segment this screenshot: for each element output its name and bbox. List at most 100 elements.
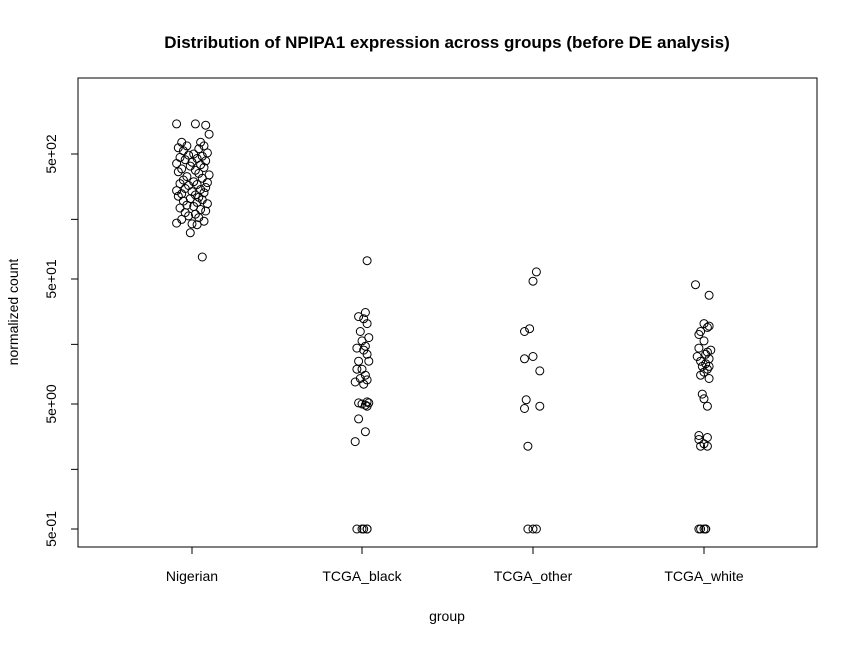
data-point-nigerian (202, 199, 212, 209)
data-point-tcga-black (364, 356, 374, 366)
y-tick-label: 5e+01 (43, 259, 59, 299)
data-point-nigerian (184, 211, 194, 221)
data-point-tcga-other (520, 354, 529, 364)
data-point-tcga-black (354, 414, 364, 424)
data-point-nigerian (187, 187, 197, 197)
data-point-tcga-black (360, 427, 370, 437)
data-point-tcga-white (697, 361, 707, 371)
x-axis-label: group (429, 608, 465, 624)
data-point-nigerian (172, 159, 182, 168)
x-tick-label: TCGA_white (664, 568, 744, 584)
data-point-tcga-other (520, 404, 529, 413)
data-point-nigerian (201, 120, 211, 130)
data-point-nigerian (172, 186, 182, 196)
y-axis-label: normalized count (5, 259, 21, 366)
data-point-nigerian (175, 152, 185, 162)
data-point-nigerian (173, 167, 183, 177)
data-point-tcga-other (528, 276, 538, 286)
data-point-nigerian (199, 141, 209, 151)
data-point-tcga-black (362, 524, 372, 534)
data-point-nigerian (194, 144, 204, 154)
data-point-nigerian (201, 206, 211, 216)
data-point-nigerian (187, 157, 197, 167)
data-point-nigerian (190, 165, 200, 175)
data-point-tcga-white (704, 361, 714, 371)
x-tick-label: Nigerian (166, 568, 218, 584)
plot-frame (77, 77, 818, 548)
data-point-tcga-white (696, 524, 706, 534)
data-point-nigerian (190, 209, 200, 219)
data-point-nigerian (172, 218, 182, 228)
data-point-nigerian (197, 252, 207, 262)
data-point-tcga-white (699, 367, 709, 377)
data-point-tcga-black (357, 524, 367, 534)
data-point-nigerian (197, 151, 207, 161)
data-point-nigerian (192, 220, 202, 230)
data-point-tcga-other (523, 441, 533, 451)
data-point-tcga-white (696, 370, 706, 380)
y-tick-label: 5e+00 (43, 384, 59, 424)
y-tick-label: 5e+02 (43, 134, 59, 174)
data-point-nigerian (202, 178, 212, 188)
data-point-tcga-black (352, 343, 362, 353)
data-point-tcga-black (355, 327, 365, 336)
data-point-nigerian (189, 149, 199, 159)
data-point-tcga-black (360, 308, 370, 317)
data-point-tcga-other (528, 524, 538, 534)
data-point-tcga-other (520, 327, 529, 336)
data-point-tcga-black (350, 377, 360, 387)
data-point-tcga-black (352, 524, 362, 534)
data-point-nigerian (173, 143, 183, 153)
data-point-tcga-white (701, 349, 711, 359)
data-point-tcga-black (362, 349, 372, 359)
data-point-nigerian (197, 173, 207, 183)
data-point-nigerian (201, 183, 211, 192)
data-point-tcga-white (697, 389, 707, 399)
data-point-tcga-black (354, 356, 364, 366)
data-point-tcga-white (699, 394, 709, 404)
y-tick-label: 5e-01 (43, 511, 59, 547)
data-point-tcga-white (702, 441, 712, 451)
data-point-tcga-other (525, 324, 535, 334)
data-point-tcga-other (535, 366, 545, 376)
data-point-tcga-black (359, 379, 369, 389)
data-point-nigerian (199, 216, 209, 226)
data-point-tcga-other (528, 352, 538, 361)
data-point-tcga-white (704, 321, 714, 331)
data-point-tcga-black (360, 400, 370, 410)
x-axis: Nigerian TCGA_black TCGA_other TCGA_white (166, 547, 744, 584)
data-point-nigerian (199, 163, 209, 172)
data-point-nigerian (187, 219, 197, 229)
data-point-nigerian (184, 150, 194, 160)
data-point-tcga-white (696, 327, 706, 336)
data-point-tcga-white (702, 401, 712, 411)
data-point-tcga-other (535, 401, 545, 411)
data-point-tcga-white (704, 374, 714, 383)
data-point-tcga-other (521, 395, 531, 405)
data-point-tcga-white (701, 524, 711, 534)
data-point-tcga-white (696, 441, 706, 451)
x-tick-label: TCGA_other (494, 568, 573, 584)
data-point-tcga-white (691, 280, 700, 290)
data-point-tcga-black (362, 319, 372, 329)
data-point-nigerian (196, 205, 206, 214)
data-point-nigerian (173, 191, 183, 201)
data-point-nigerian (175, 179, 185, 189)
data-point-tcga-black (359, 314, 369, 324)
data-point-tcga-white (694, 330, 704, 339)
data-point-tcga-black (362, 256, 372, 266)
data-point-tcga-black (362, 401, 372, 411)
data-point-nigerian (172, 119, 182, 129)
x-tick-label: TCGA_black (322, 568, 402, 584)
data-point-tcga-other (523, 524, 533, 534)
data-point-tcga-white (694, 431, 704, 440)
data-point-nigerian (175, 203, 185, 213)
data-points (172, 119, 716, 534)
data-point-nigerian (185, 228, 195, 238)
data-point-tcga-black (352, 364, 362, 374)
data-point-tcga-black (360, 370, 370, 380)
data-point-nigerian (199, 188, 209, 198)
data-point-nigerian (204, 129, 214, 139)
